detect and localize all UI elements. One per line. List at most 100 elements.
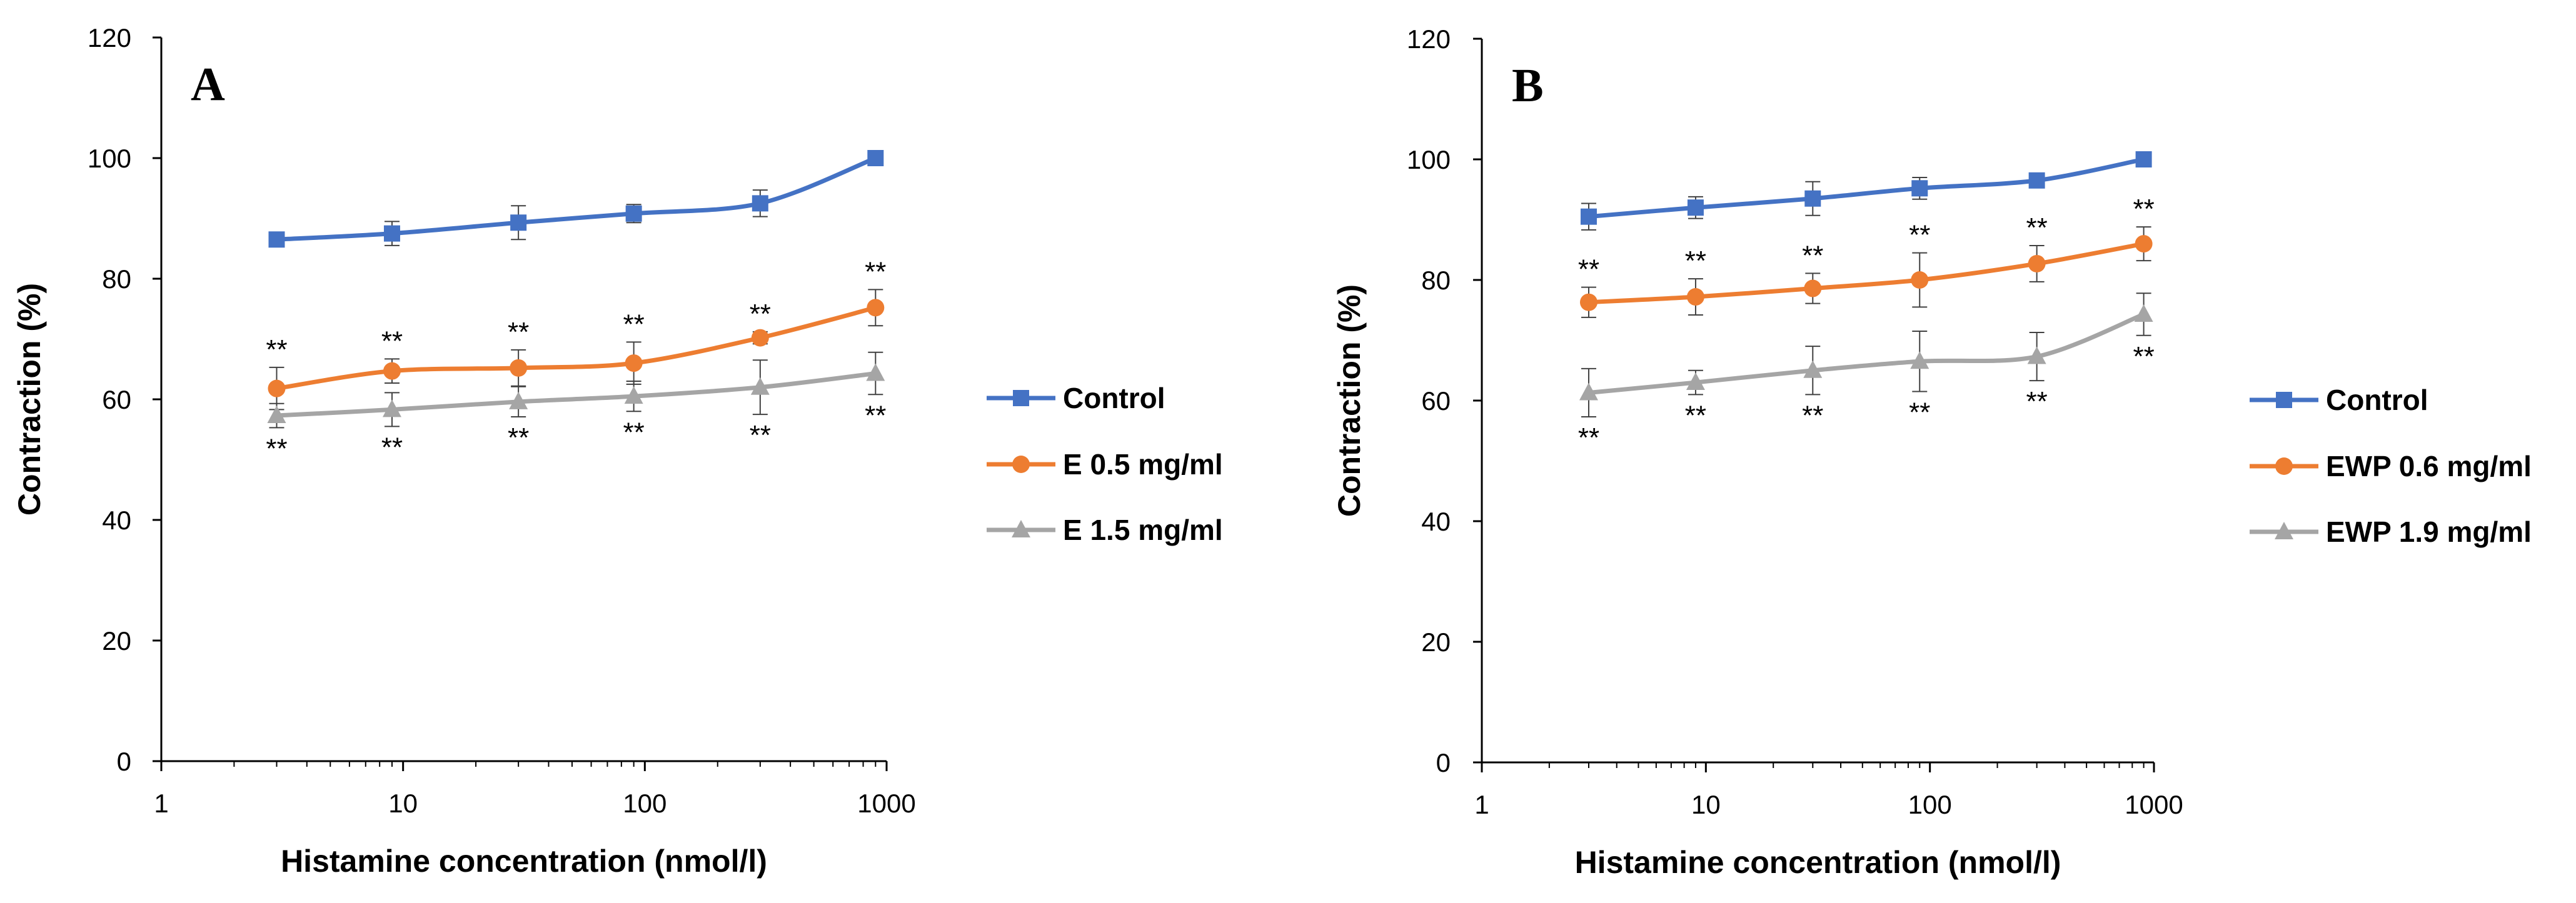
legend-label: Control [1063, 382, 1165, 414]
x-tick-label: 10 [388, 789, 418, 818]
data-point [268, 231, 285, 248]
significance-marker: ** [508, 317, 529, 347]
x-tick-label: 100 [1908, 790, 1952, 819]
x-axis-title: Histamine concentration (nmol/l) [281, 844, 767, 879]
significance-marker: ** [266, 334, 287, 365]
legend-marker [2275, 522, 2293, 539]
data-point [1579, 293, 1597, 311]
legend-label: E 1.5 mg/ml [1063, 514, 1223, 546]
series-e-0-5-mg-ml: ** ** ** ** ** ** [266, 256, 886, 411]
y-axis-title: Contraction (%) [12, 283, 47, 516]
data-point [752, 195, 768, 212]
data-point [1686, 372, 1705, 391]
y-axis-title: Contraction (%) [1332, 284, 1367, 517]
legend-marker [2276, 392, 2292, 408]
series-line [276, 305, 877, 391]
significance-marker: ** [865, 256, 886, 287]
legend-item: Control [2250, 384, 2428, 416]
y-tick-label: 80 [1421, 266, 1451, 295]
significance-marker: ** [1909, 397, 1930, 428]
legend-item: EWP 1.9 mg/ml [2250, 516, 2532, 548]
series-control [1580, 151, 2152, 231]
data-point [750, 377, 770, 395]
data-point [866, 363, 885, 381]
y-tick-label: 40 [102, 506, 131, 535]
data-point [1911, 271, 1929, 289]
data-point [383, 362, 401, 380]
x-tick-label: 100 [623, 789, 667, 818]
data-point [268, 379, 286, 397]
series-line [1588, 157, 2145, 219]
y-tick-label: 20 [1421, 627, 1451, 657]
legend-marker [2275, 457, 2293, 475]
y-tick-label: 0 [1436, 748, 1451, 777]
series-ewp-1-9-mg-ml: ** ** ** ** ** ** [1578, 292, 2155, 453]
y-tick-label: 80 [102, 264, 131, 294]
legend-marker [1012, 520, 1030, 537]
y-tick-label: 60 [102, 385, 131, 414]
y-tick-label: 40 [1421, 507, 1451, 536]
significance-marker: ** [750, 299, 771, 329]
significance-marker: ** [865, 400, 886, 431]
panel-label: B [1512, 59, 1544, 112]
legend-marker [1013, 390, 1029, 406]
significance-marker: ** [623, 309, 645, 339]
significance-marker: ** [2026, 212, 2048, 243]
x-tick-label: 1 [1474, 790, 1489, 819]
data-point [2028, 172, 2045, 189]
legend-label: EWP 1.9 mg/ml [2326, 516, 2532, 548]
panel-label: A [191, 58, 225, 111]
data-point [267, 406, 286, 424]
data-point [1803, 360, 1823, 378]
y-tick-label: 100 [1407, 145, 1451, 174]
significance-marker: ** [1802, 240, 1823, 271]
significance-marker: ** [381, 432, 403, 462]
data-point [382, 399, 401, 417]
data-point [510, 214, 527, 231]
data-point [1579, 382, 1598, 401]
data-point [624, 386, 643, 404]
series-line [1588, 312, 2145, 395]
legend-item: EWP 0.6 mg/ml [2250, 450, 2532, 482]
data-point [625, 354, 643, 372]
significance-marker: ** [1578, 422, 1599, 453]
data-point [2134, 304, 2153, 322]
significance-marker: ** [381, 326, 403, 356]
series-line [276, 371, 876, 418]
data-point [1686, 288, 1704, 306]
legend-marker [1012, 456, 1030, 473]
data-point [1804, 190, 1821, 207]
series-e-1-5-mg-ml: ** ** ** ** ** ** [266, 351, 886, 464]
y-tick-label: 120 [1407, 24, 1451, 54]
significance-marker: ** [1909, 220, 1930, 251]
y-tick-label: 120 [88, 23, 131, 52]
data-point [510, 359, 528, 377]
data-point [751, 329, 769, 347]
data-point [2135, 151, 2152, 167]
y-tick-label: 0 [117, 747, 131, 776]
legend-item: E 0.5 mg/ml [987, 448, 1223, 481]
significance-marker: ** [508, 422, 529, 453]
data-point [1687, 199, 1704, 216]
legend-label: EWP 0.6 mg/ml [2326, 450, 2532, 482]
significance-marker: ** [1578, 254, 1599, 285]
significance-marker: ** [1685, 246, 1706, 276]
legend-item: E 1.5 mg/ml [987, 514, 1223, 546]
data-point [383, 225, 400, 242]
significance-marker: ** [2026, 386, 2048, 417]
series-control [268, 150, 884, 248]
significance-marker: ** [2133, 194, 2154, 224]
data-point [1911, 180, 1928, 197]
data-point [625, 205, 642, 222]
x-tick-label: 1000 [857, 789, 915, 818]
y-tick-label: 20 [102, 626, 131, 656]
legend-label: Control [2326, 384, 2428, 416]
y-tick-label: 100 [88, 144, 131, 173]
significance-marker: ** [266, 433, 287, 464]
significance-marker: ** [750, 420, 771, 451]
significance-marker: ** [2133, 341, 2154, 372]
data-point [1580, 208, 1597, 225]
